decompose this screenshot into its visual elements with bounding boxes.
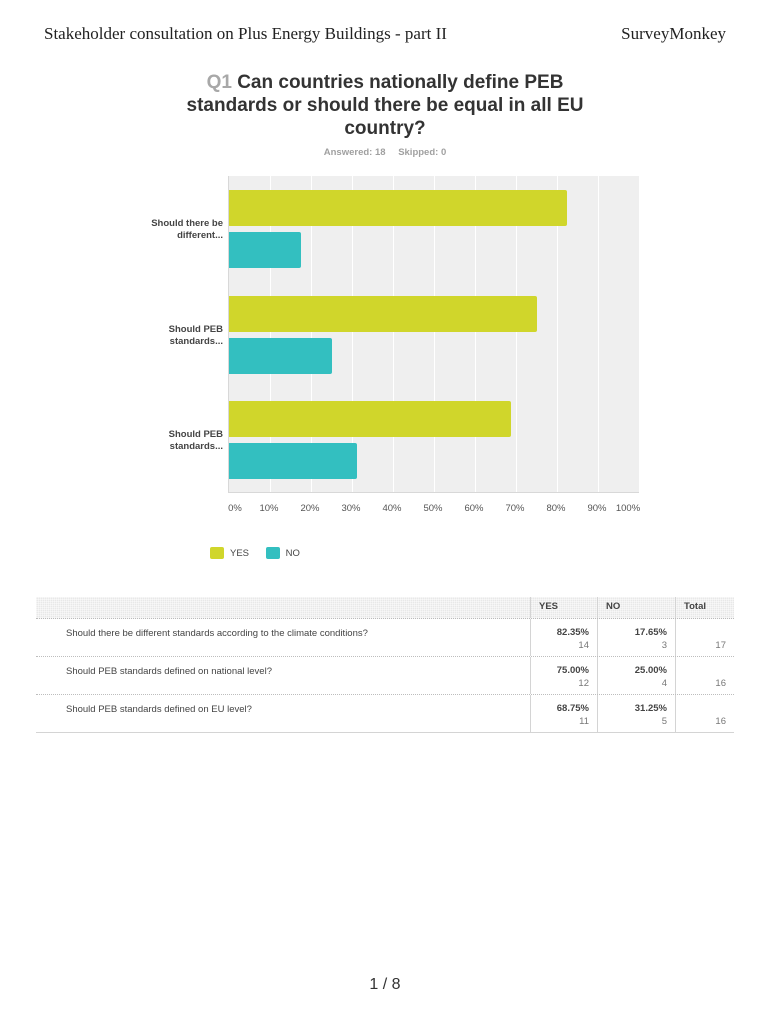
bar-no-2 <box>229 338 332 374</box>
results-table: YES NO Total Should there be different s… <box>36 597 734 733</box>
no-swatch-icon <box>265 547 280 559</box>
gridline <box>516 176 517 492</box>
x-tick-label: 70% <box>505 503 525 514</box>
yes-cell: 75.00% 12 <box>530 657 598 694</box>
header-yes: YES <box>539 601 559 612</box>
skipped-count: Skipped: 0 <box>398 147 447 158</box>
row-label: Should PEB standards defined on EU level… <box>66 704 252 715</box>
yes-percent: 82.35% <box>556 627 589 638</box>
x-tick-label: 100% <box>615 503 641 514</box>
gridline <box>311 176 312 492</box>
chart-legend: YES NO <box>210 547 314 562</box>
yes-percent: 75.00% <box>556 665 589 676</box>
x-tick-label: 90% <box>587 503 607 514</box>
no-cell: 25.00% 4 <box>597 657 676 694</box>
page-number: 1 / 8 <box>369 976 401 993</box>
table-body: Should there be different standards acco… <box>36 619 734 733</box>
column-divider <box>530 597 531 618</box>
question-text: Can countries nationally define PEB stan… <box>186 72 584 139</box>
bar-yes-2 <box>229 296 537 332</box>
page-header: Stakeholder consultation on Plus Energy … <box>0 24 770 48</box>
total-count: 17 <box>715 640 726 651</box>
gridline <box>639 176 640 492</box>
gridline <box>393 176 394 492</box>
x-tick-label: 0% <box>228 503 242 514</box>
no-cell: 17.65% 3 <box>597 619 676 656</box>
yes-cell: 68.75% 11 <box>530 695 598 732</box>
response-stats: Answered: 18 Skipped: 0 <box>185 147 585 158</box>
legend-item-no: NO <box>265 547 300 559</box>
yes-count: 11 <box>579 716 589 727</box>
table-row: Should PEB standards defined on EU level… <box>36 695 734 733</box>
category-label: Should PEB standards... <box>168 429 223 452</box>
gridline <box>434 176 435 492</box>
no-percent: 31.25% <box>634 703 667 714</box>
question-number: Q1 <box>206 72 232 93</box>
total-count: 16 <box>715 678 726 689</box>
total-cell: 16 <box>675 695 735 732</box>
bar-no-1 <box>229 232 302 268</box>
total-cell: 16 <box>675 657 735 694</box>
column-divider <box>675 597 676 618</box>
no-count: 3 <box>661 640 667 651</box>
column-divider <box>597 597 598 618</box>
no-percent: 25.00% <box>634 665 667 676</box>
answered-count: Answered: 18 <box>323 147 386 158</box>
category-label: Should there be different... <box>151 218 223 241</box>
table-header: YES NO Total <box>36 597 734 619</box>
table-row: Should there be different standards acco… <box>36 619 734 657</box>
header-total: Total <box>684 601 706 612</box>
yes-count: 12 <box>578 678 589 689</box>
x-tick-label: 20% <box>300 503 320 514</box>
yes-percent: 68.75% <box>556 703 589 714</box>
no-count: 5 <box>661 716 667 727</box>
x-tick-label: 10% <box>259 503 279 514</box>
row-label: Should there be different standards acco… <box>66 628 368 639</box>
bar-yes-1 <box>229 190 567 226</box>
x-tick-label: 50% <box>423 503 443 514</box>
x-tick-label: 30% <box>341 503 361 514</box>
gridline <box>475 176 476 492</box>
no-percent: 17.65% <box>634 627 667 638</box>
category-label: Should PEB standards... <box>168 324 223 347</box>
question-title: Q1 Can countries nationally define PEB s… <box>185 71 585 140</box>
no-cell: 31.25% 5 <box>597 695 676 732</box>
x-tick-label: 40% <box>382 503 402 514</box>
bar-no-3 <box>229 443 358 479</box>
total-cell: 17 <box>675 619 735 656</box>
x-tick-label: 60% <box>464 503 484 514</box>
bar-yes-3 <box>229 401 511 437</box>
yes-count: 14 <box>578 640 589 651</box>
row-label: Should PEB standards defined on national… <box>66 666 272 677</box>
legend-item-yes: YES <box>210 547 249 559</box>
x-tick-label: 80% <box>546 503 566 514</box>
table-row: Should PEB standards defined on national… <box>36 657 734 695</box>
gridline <box>270 176 271 492</box>
chart-plot-area <box>228 176 640 493</box>
brand-name: SurveyMonkey <box>621 24 726 43</box>
yes-cell: 82.35% 14 <box>530 619 598 656</box>
no-count: 4 <box>661 678 667 689</box>
document-title: Stakeholder consultation on Plus Energy … <box>44 24 447 43</box>
gridline <box>352 176 353 492</box>
header-no: NO <box>606 601 621 612</box>
total-count: 16 <box>715 716 726 727</box>
yes-swatch-icon <box>210 547 224 559</box>
gridline <box>557 176 558 492</box>
gridline <box>598 176 599 492</box>
